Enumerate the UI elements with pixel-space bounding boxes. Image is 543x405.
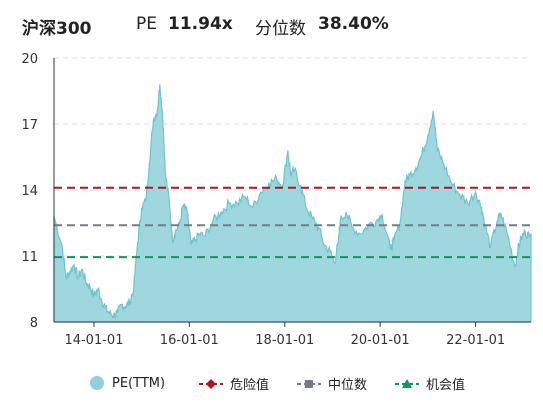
legend-triangle-icon (395, 378, 419, 388)
legend-label-opportunity: 机会值 (426, 378, 466, 393)
x-tick-label: 18-01-01 (255, 333, 314, 348)
legend-circle-icon (90, 376, 104, 390)
percentile-label: 分位数 (255, 19, 306, 39)
pe-area-series (53, 84, 532, 323)
legend-item-opportunity[interactable]: 机会值 (394, 374, 465, 393)
y-tick-label: 20 (21, 52, 38, 67)
legend-item-median[interactable]: 中位数 (296, 374, 367, 393)
legend-item-danger[interactable]: 危险值 (198, 374, 269, 393)
legend: PE(TTM) 危险值 中位数 机会值 (0, 368, 543, 398)
legend-square-icon (297, 379, 321, 388)
legend-label-danger: 危险值 (230, 378, 270, 393)
x-tick-label: 14-01-01 (64, 333, 123, 348)
percentile-value: 38.40% (318, 14, 389, 34)
index-title: 沪深300 (22, 19, 92, 39)
x-tick-label: 20-01-01 (351, 333, 410, 348)
legend-diamond-icon (199, 378, 223, 389)
pe-value: 11.94x (168, 14, 233, 34)
pe-label: PE (136, 14, 157, 34)
x-tick-label: 16-01-01 (160, 333, 219, 348)
y-tick-label: 17 (21, 118, 38, 133)
legend-pe-marker (90, 376, 104, 390)
legend-item-pe[interactable]: PE(TTM) (88, 374, 165, 392)
y-tick-label: 8 (30, 316, 38, 331)
legend-label-median: 中位数 (328, 378, 368, 393)
x-tick-label: 22-01-01 (446, 333, 505, 348)
legend-label-pe: PE(TTM) (112, 375, 166, 391)
chart-header: 沪深300 PE 11.94x 分位数 38.40% (0, 0, 543, 50)
pe-chart: 8 11 14 17 20 14-01-01 16-01-01 18-01-01 20-01-0… (21, 52, 532, 348)
y-tick-label: 14 (21, 184, 38, 199)
y-tick-label: 11 (21, 250, 38, 265)
